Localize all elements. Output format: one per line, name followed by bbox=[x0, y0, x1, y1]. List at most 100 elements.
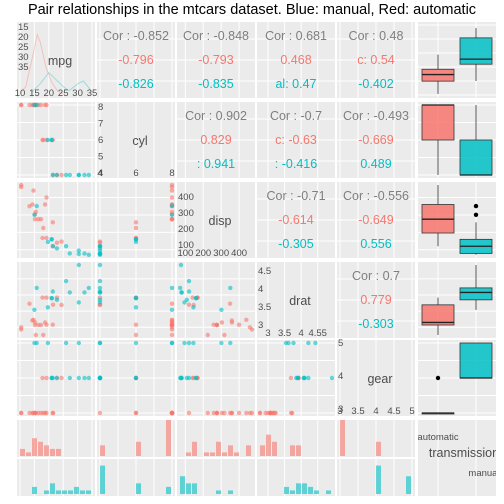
correlation-overall: Cor : 0.681 bbox=[265, 29, 327, 43]
scatter-point-automatic bbox=[205, 410, 210, 416]
facet-separator bbox=[177, 457, 255, 459]
histogram-bar-manual bbox=[32, 486, 37, 494]
scatter-point-automatic bbox=[50, 410, 56, 416]
scatter-point-automatic bbox=[19, 325, 24, 330]
scatter-point-manual bbox=[63, 172, 69, 178]
scatter-point-automatic bbox=[59, 375, 64, 381]
scatter-point-automatic bbox=[244, 317, 249, 322]
scatter-point-manual bbox=[76, 248, 82, 253]
facet-separator bbox=[17, 457, 95, 459]
scatter-point-manual bbox=[54, 297, 60, 302]
scatter-point-automatic bbox=[97, 240, 103, 245]
correlation-overall: Cor : 0.7 bbox=[352, 269, 400, 283]
scatter-point-manual bbox=[133, 239, 139, 245]
scatter-point-automatic bbox=[50, 302, 56, 307]
scatter-point-manual bbox=[67, 172, 73, 178]
scatter-point-automatic bbox=[59, 172, 64, 178]
box-manual bbox=[459, 37, 493, 65]
scatter-point-automatic bbox=[44, 410, 49, 416]
scatter-point-manual bbox=[182, 300, 187, 305]
diagonal-label-mpg: mpg bbox=[48, 54, 72, 68]
scatter-point-automatic bbox=[32, 410, 38, 416]
scatter-point-manual bbox=[76, 300, 82, 305]
panel-background bbox=[177, 182, 255, 258]
scatter-point-manual bbox=[86, 285, 92, 291]
scatter-point-manual bbox=[97, 248, 103, 253]
panel-transmission-disp bbox=[177, 420, 255, 496]
histogram-bar-manual bbox=[136, 483, 141, 494]
tick-label-y: 30 bbox=[18, 52, 29, 63]
tick-label-x: 20 bbox=[44, 88, 55, 99]
histogram-bar-automatic bbox=[192, 441, 197, 456]
scatter-point-automatic bbox=[236, 322, 242, 327]
level-label-automatic: automatic bbox=[417, 432, 458, 443]
tick-label-y: 20 bbox=[18, 32, 29, 43]
scatter-point-manual bbox=[228, 285, 233, 291]
tick-label-x: 400 bbox=[231, 248, 247, 259]
scatter-point-manual bbox=[191, 305, 196, 310]
scatter-point-automatic bbox=[133, 410, 139, 416]
scatter-point-manual bbox=[228, 340, 233, 346]
scatter-point-manual bbox=[45, 239, 51, 245]
histogram-bar-manual bbox=[186, 483, 191, 494]
scatter-point-automatic bbox=[32, 217, 38, 222]
scatter-point-manual bbox=[97, 285, 103, 291]
scatter-point-manual bbox=[169, 203, 175, 209]
scatter-point-automatic bbox=[27, 301, 32, 306]
tick-label-x: 4 bbox=[373, 406, 378, 417]
scatter-point-automatic bbox=[190, 375, 195, 381]
scatter-point-automatic bbox=[257, 410, 263, 416]
scatter-point-automatic bbox=[44, 235, 49, 241]
histogram-bar-automatic bbox=[246, 445, 251, 456]
panel-transmission-mpg bbox=[17, 420, 95, 496]
scatter-point-automatic bbox=[186, 302, 192, 307]
panel-background bbox=[17, 182, 95, 258]
correlation-manual: -0.305 bbox=[278, 237, 313, 251]
box-outlier-automatic bbox=[435, 375, 441, 381]
histogram-bar-manual bbox=[302, 483, 307, 494]
histogram-bar-manual bbox=[308, 486, 313, 494]
histogram-bar-automatic bbox=[376, 441, 381, 456]
scatter-point-manual bbox=[86, 252, 92, 257]
histogram-bar-manual bbox=[290, 490, 295, 494]
facet-separator bbox=[97, 457, 175, 459]
scatter-point-manual bbox=[76, 262, 82, 268]
histogram-bar-automatic bbox=[20, 448, 25, 456]
panel-drat-drat: drat bbox=[257, 262, 335, 338]
panel-transmission-transmission: transmission automatic manual bbox=[417, 420, 496, 496]
scatter-point-automatic bbox=[50, 322, 55, 327]
density-automatic bbox=[19, 33, 64, 95]
scatter-point-automatic bbox=[41, 225, 46, 231]
tick-label-y: 3 bbox=[338, 404, 343, 415]
tick-label-y: 4.5 bbox=[258, 266, 271, 277]
scatter-point-automatic bbox=[244, 410, 249, 416]
chart-title: Pair relationships in the mtcars dataset… bbox=[27, 2, 477, 18]
scatter-point-manual bbox=[82, 290, 87, 295]
scatter-point-automatic bbox=[169, 301, 175, 306]
scatter-point-manual bbox=[97, 340, 103, 346]
histogram-bar-manual bbox=[192, 483, 197, 494]
scatter-point-automatic bbox=[222, 332, 227, 338]
box-automatic bbox=[421, 104, 455, 141]
scatter-point-automatic bbox=[227, 301, 233, 306]
scatter-point-manual bbox=[54, 246, 60, 251]
scatter-point-manual bbox=[291, 340, 296, 346]
scatter-point-manual bbox=[186, 340, 192, 346]
scatter-point-manual bbox=[67, 375, 73, 381]
scatter-point-manual bbox=[45, 305, 51, 310]
histogram-bar-automatic bbox=[272, 441, 277, 456]
histogram-bar-manual bbox=[68, 490, 73, 494]
scatter-point-automatic bbox=[219, 410, 225, 416]
scatter-point-manual bbox=[219, 307, 224, 312]
